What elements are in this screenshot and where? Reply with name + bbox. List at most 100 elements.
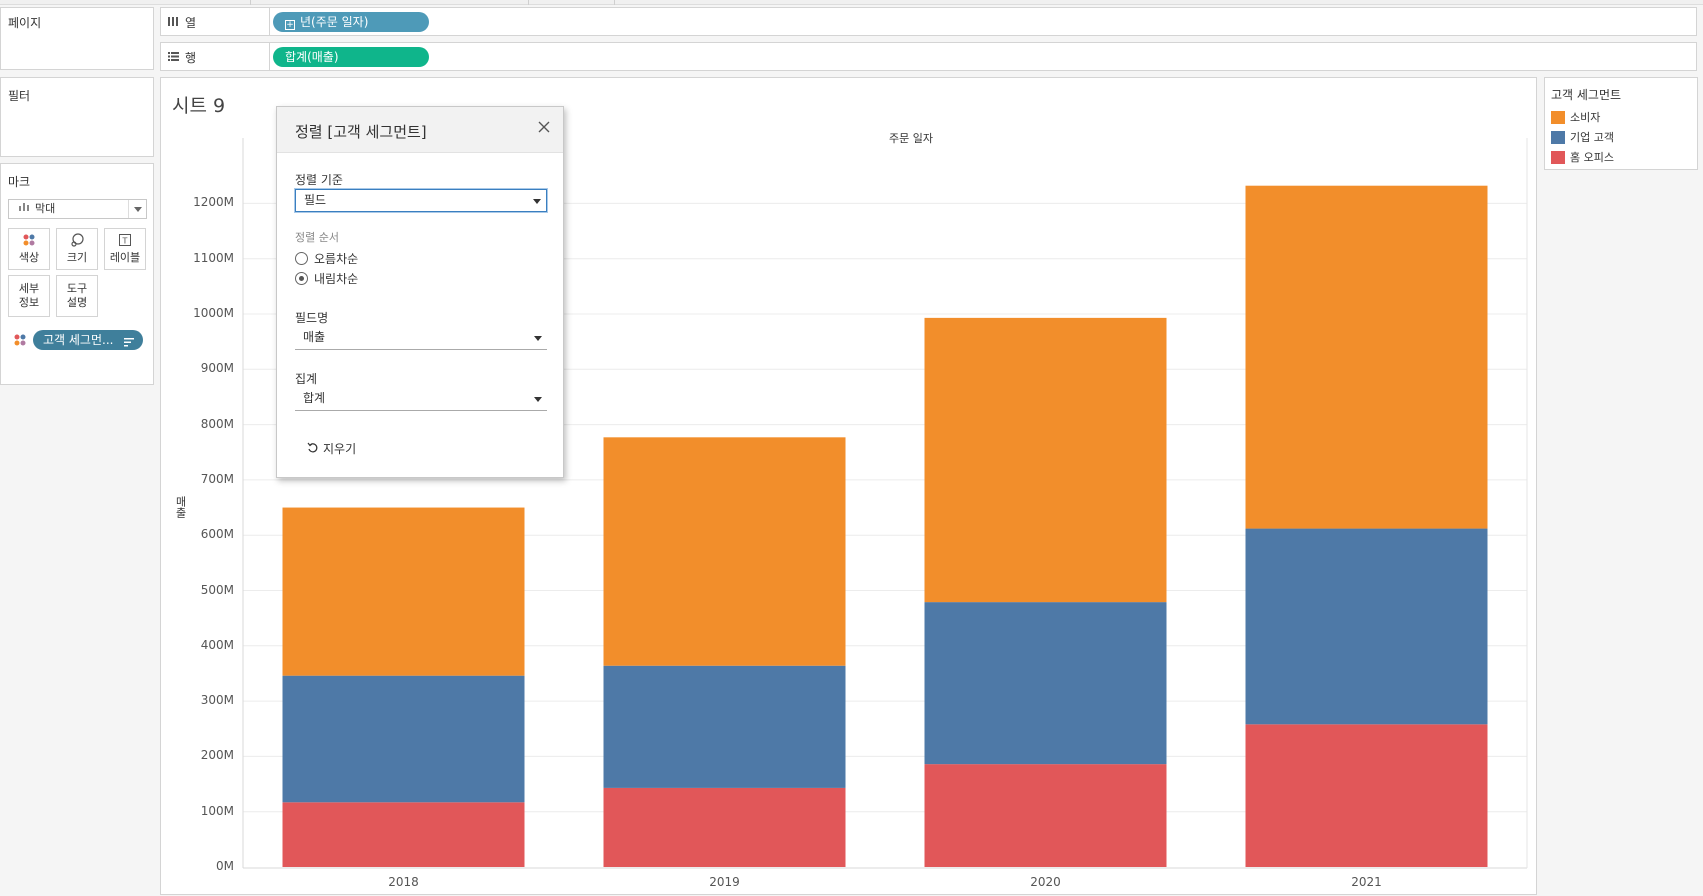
detail-button-label-1: 세부 xyxy=(18,282,40,295)
y-tick-label: 900M xyxy=(200,361,234,376)
rows-icon xyxy=(167,50,179,65)
descending-radio[interactable]: 내림차순 xyxy=(295,270,358,287)
y-tick-label: 700M xyxy=(200,471,234,486)
color-button[interactable]: 색상 xyxy=(8,228,50,270)
bar-segment-2018-0[interactable] xyxy=(282,802,525,867)
bar-segment-2019-2[interactable] xyxy=(603,437,846,666)
bar-segment-2020-1[interactable] xyxy=(924,602,1167,765)
aggregation-select[interactable]: 합계 xyxy=(295,388,547,411)
sort-descending-icon xyxy=(124,334,135,354)
customer-segment-pill[interactable]: 고객 세그먼... xyxy=(33,330,143,350)
marks-card: 마크 막대 색상 크기 T 레이블 세부 정보 도구 xyxy=(0,163,154,385)
sort-by-label: 정렬 기준 xyxy=(295,173,343,187)
rows-shelf[interactable]: 행 합계(매출) xyxy=(160,42,1697,71)
tab-separator xyxy=(614,0,615,5)
marks-title: 마크 xyxy=(8,175,31,189)
bar-segment-2021-1[interactable] xyxy=(1245,528,1488,725)
clear-button[interactable]: 지우기 xyxy=(307,440,356,457)
radio-icon xyxy=(295,252,308,265)
field-name-select[interactable]: 매출 xyxy=(295,327,547,350)
sheet-title: 시트 9 xyxy=(172,95,226,117)
bar-chart-icon xyxy=(18,200,30,218)
sort-dialog-header: 정렬 [고객 세그먼트] xyxy=(277,107,563,153)
tooltip-button-label-1: 도구 xyxy=(66,282,88,295)
size-button[interactable]: 크기 xyxy=(56,228,98,270)
bar-segment-2021-2[interactable] xyxy=(1245,185,1488,529)
label-button-label: 레이블 xyxy=(109,251,141,264)
y-tick-label: 200M xyxy=(200,748,234,763)
detail-button[interactable]: 세부 정보 xyxy=(8,275,50,317)
year-order-date-pill-label: 년(주문 일자) xyxy=(300,15,369,29)
filters-card[interactable]: 필터 xyxy=(0,77,154,157)
ascending-label: 오름차순 xyxy=(314,252,359,266)
close-icon[interactable] xyxy=(537,120,551,137)
pages-card[interactable]: 페이지 xyxy=(0,7,154,70)
sort-dialog-title: 정렬 [고객 세그먼트] xyxy=(295,123,427,141)
legend-item-home-office[interactable]: 홈 오피스 xyxy=(1551,149,1614,165)
bar-segment-2020-2[interactable] xyxy=(924,317,1167,603)
y-axis: 0M 100M 200M 300M 400M 500M 600M 700M 800M 900M 10… xyxy=(161,78,234,896)
y-tick-label: 1100M xyxy=(193,250,234,265)
field-name-label: 필드명 xyxy=(295,311,329,325)
bar-segment-2018-2[interactable] xyxy=(282,507,525,676)
bar-segment-2020-0[interactable] xyxy=(924,764,1167,867)
legend-item-label: 기업 고객 xyxy=(1570,131,1614,144)
color-button-label: 색상 xyxy=(18,251,40,264)
y-tick-label: 0M xyxy=(216,859,234,873)
columns-icon xyxy=(167,15,179,30)
legend-item-corporate[interactable]: 기업 고객 xyxy=(1551,129,1614,145)
ascending-radio[interactable]: 오름차순 xyxy=(295,250,358,267)
y-tick-label: 100M xyxy=(200,803,234,818)
y-tick-label: 400M xyxy=(200,637,234,652)
y-tick-label: 500M xyxy=(200,582,234,597)
chevron-down-icon xyxy=(128,200,146,218)
rows-label-text: 행 xyxy=(185,51,197,65)
x-axis-header: 주문 일자 xyxy=(889,132,933,145)
svg-text:T: T xyxy=(122,237,128,246)
field-name-value: 매출 xyxy=(303,330,326,344)
tooltip-button-label-2: 설명 xyxy=(66,296,88,309)
bar-segment-2018-1[interactable] xyxy=(282,675,525,803)
color-legend: 고객 세그먼트 소비자 기업 고객 홈 오피스 xyxy=(1544,77,1698,170)
columns-shelf[interactable]: 열 + 년(주문 일자) xyxy=(160,7,1697,36)
rows-shelf-label: 행 xyxy=(167,49,196,66)
y-tick-label: 300M xyxy=(200,693,234,708)
y-tick-label: 1200M xyxy=(193,195,234,210)
legend-swatch xyxy=(1551,110,1565,124)
filters-title: 필터 xyxy=(8,89,31,103)
y-tick-label: 600M xyxy=(200,527,234,542)
y-tick-label: 800M xyxy=(200,416,234,431)
bar-segment-2019-1[interactable] xyxy=(603,665,846,788)
tooltip-button[interactable]: 도구 설명 xyxy=(56,275,98,317)
bar-segment-2019-0[interactable] xyxy=(603,787,846,867)
chevron-down-icon xyxy=(534,336,542,341)
legend-item-label: 소비자 xyxy=(1570,111,1601,124)
columns-label-text: 열 xyxy=(185,16,197,30)
mark-type-label: 막대 xyxy=(35,202,56,215)
expand-icon: + xyxy=(285,20,295,30)
size-icon xyxy=(57,233,97,247)
year-order-date-pill[interactable]: + 년(주문 일자) xyxy=(273,12,429,32)
color-encoding-icon xyxy=(13,333,27,350)
legend-item-consumer[interactable]: 소비자 xyxy=(1551,109,1600,125)
sort-by-select[interactable]: 필드 xyxy=(295,189,547,212)
aggregation-label: 집계 xyxy=(295,372,318,386)
bar-segment-2021-0[interactable] xyxy=(1245,724,1488,867)
mark-type-dropdown[interactable]: 막대 xyxy=(8,199,147,219)
legend-swatch xyxy=(1551,150,1565,164)
y-tick-label: 1000M xyxy=(193,306,234,320)
legend-item-label: 홈 오피스 xyxy=(1570,151,1614,164)
radio-selected-icon xyxy=(295,272,308,285)
size-button-label: 크기 xyxy=(66,251,88,264)
columns-shelf-label: 열 xyxy=(167,14,196,31)
sum-sales-pill[interactable]: 합계(매출) xyxy=(273,47,429,67)
y-axis-title: 매출 xyxy=(174,496,187,518)
aggregation-value: 합계 xyxy=(303,391,326,405)
label-button[interactable]: T 레이블 xyxy=(104,228,146,270)
sum-sales-pill-label: 합계(매출) xyxy=(285,50,339,64)
sort-dialog: 정렬 [고객 세그먼트] 정렬 기준 필드 정렬 순서 오름차순 내림차순 필드… xyxy=(276,106,564,478)
pages-title: 페이지 xyxy=(8,16,42,30)
undo-icon xyxy=(307,442,318,456)
bar-chart xyxy=(242,138,1528,869)
color-palette-icon xyxy=(9,233,49,247)
